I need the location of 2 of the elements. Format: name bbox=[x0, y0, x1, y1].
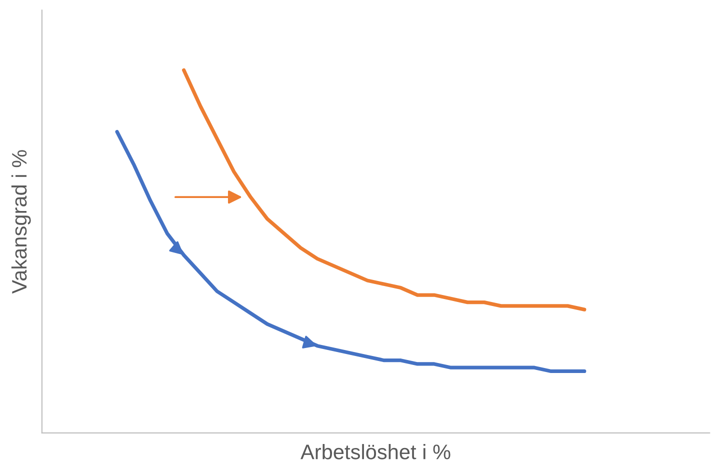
x-axis-title: Arbetslöshet i % bbox=[300, 444, 450, 460]
y-axis-title: Vakansgrad i % bbox=[11, 150, 31, 294]
